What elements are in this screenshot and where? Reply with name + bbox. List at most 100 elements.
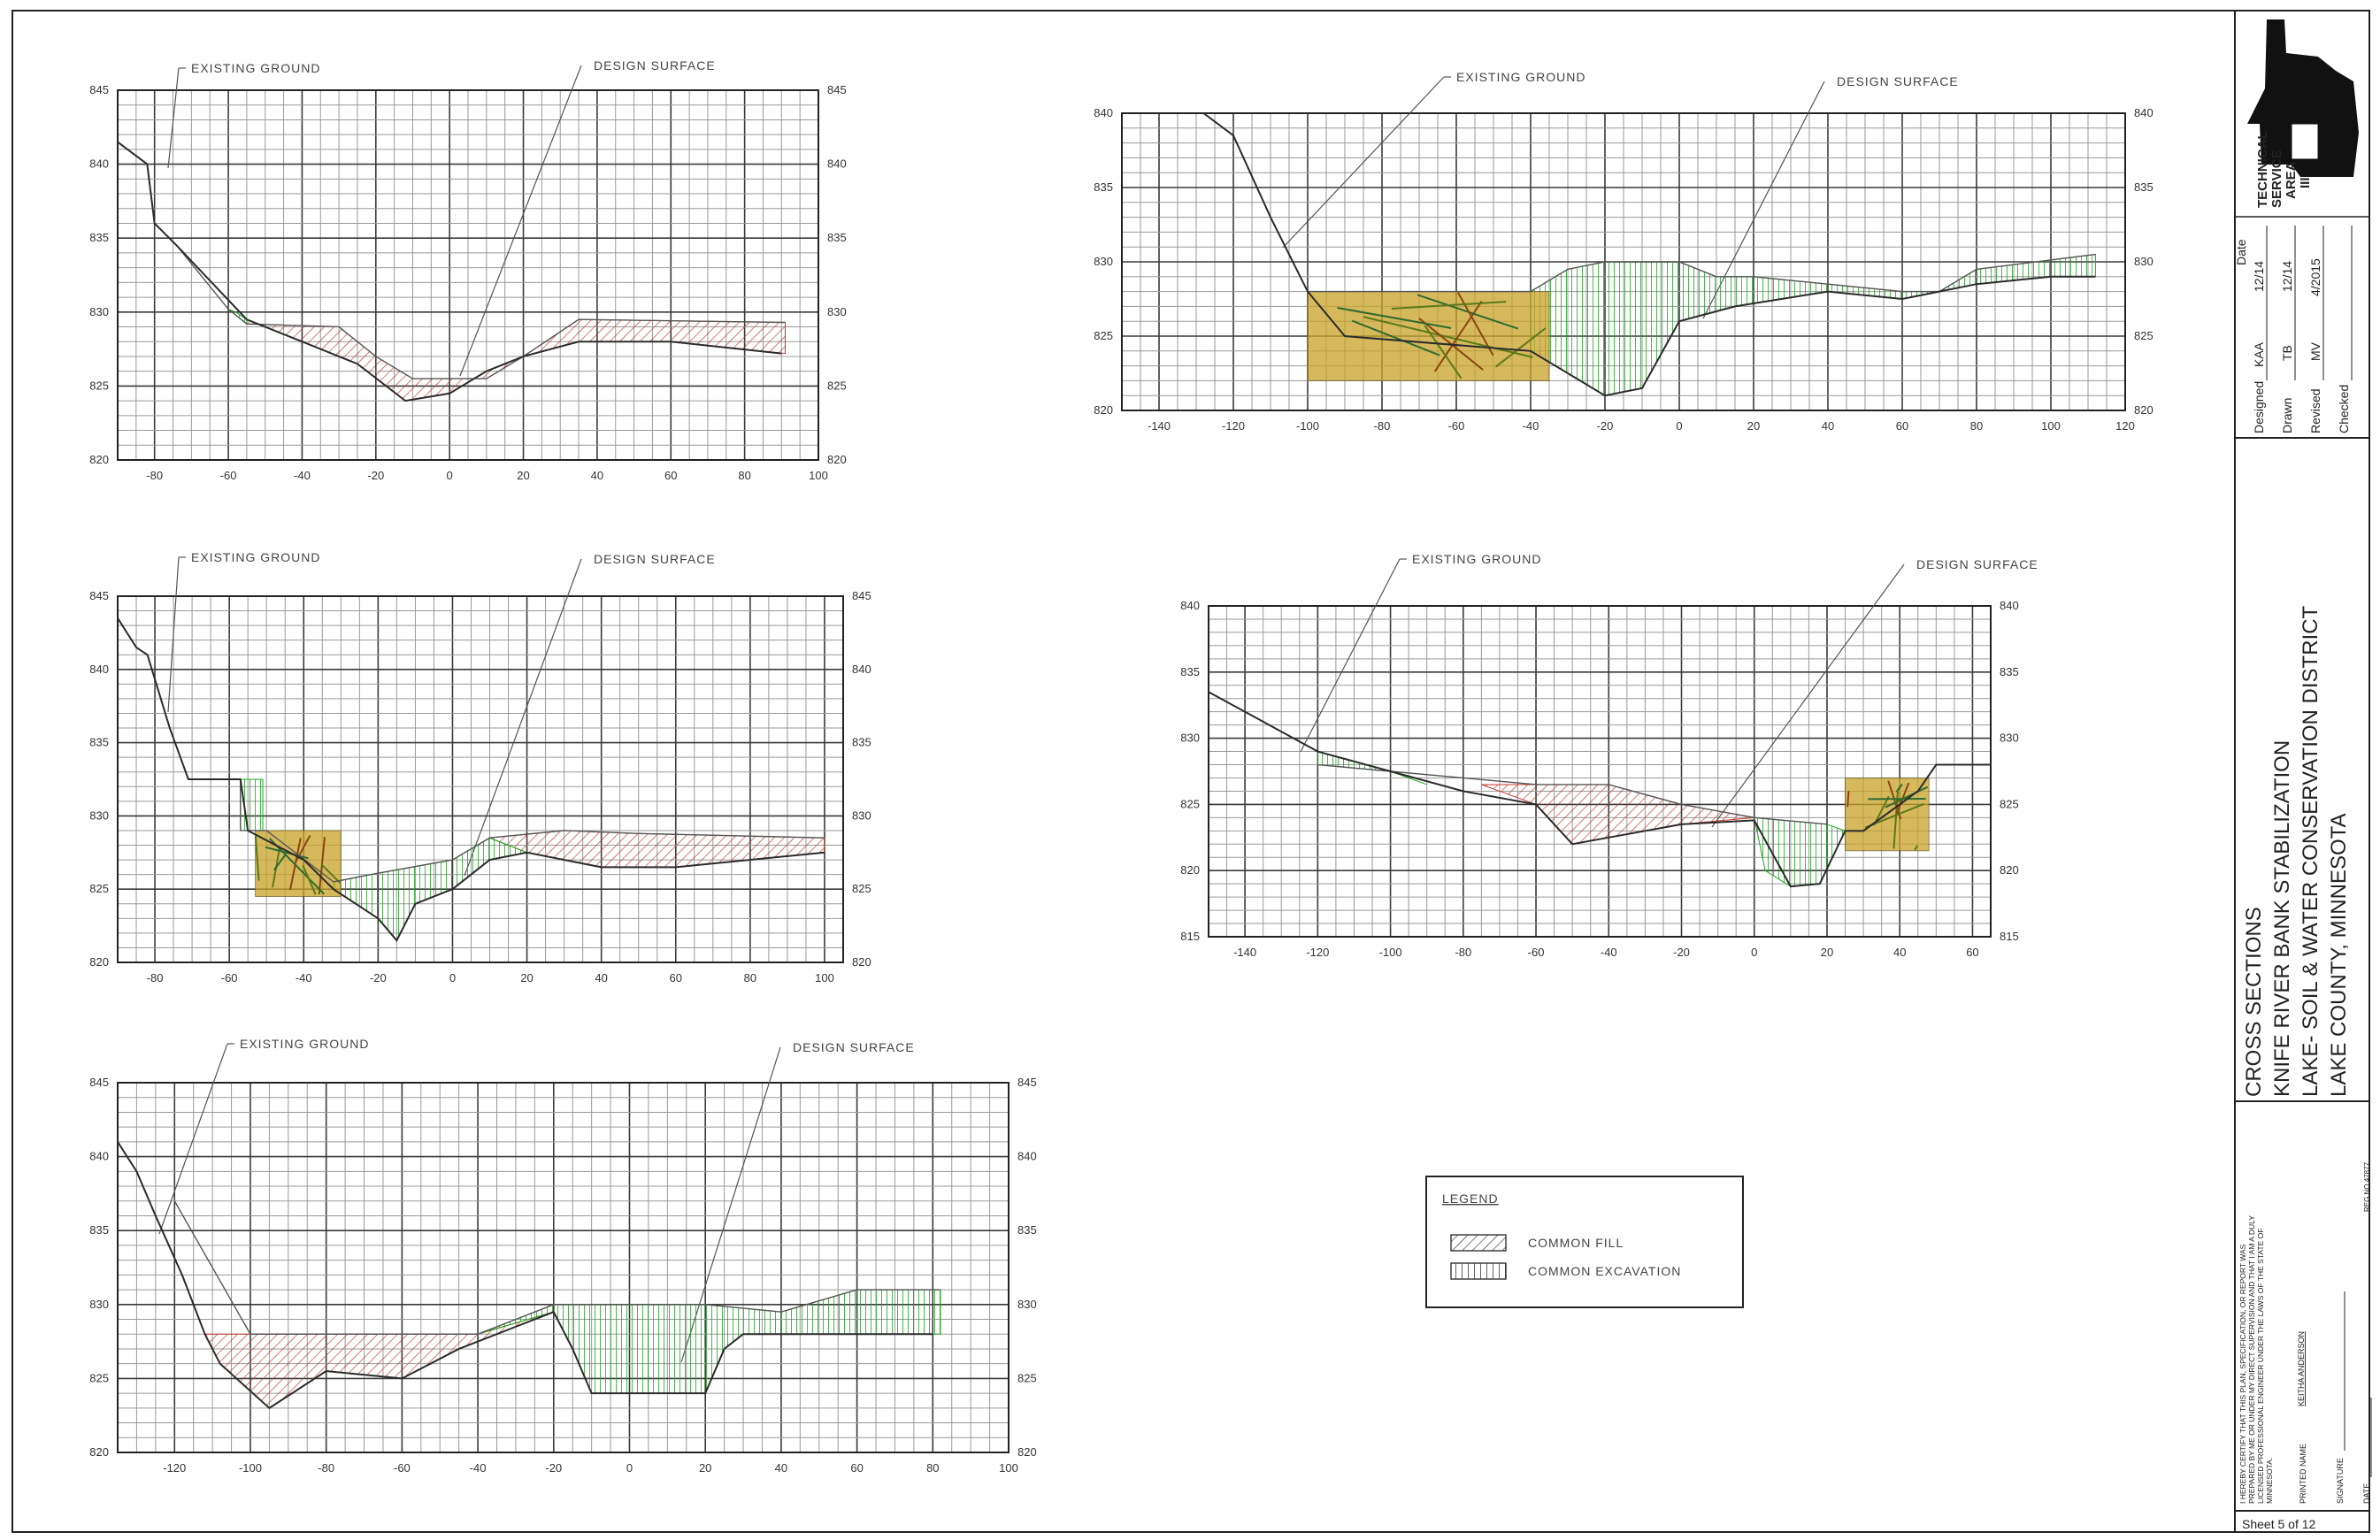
printed-name: KEITHA ANDERSON bbox=[2297, 1331, 2306, 1406]
x-tick-label: 0 bbox=[1676, 419, 1682, 433]
title-line-2: KNIFE RIVER BANK STABILIZATION bbox=[2270, 740, 2294, 1097]
y-tick-label-right: 835 bbox=[827, 231, 847, 244]
x-tick-label: -40 bbox=[1601, 946, 1617, 959]
x-tick-label: -60 bbox=[220, 469, 237, 482]
x-tick-label: 0 bbox=[626, 1461, 633, 1475]
y-tick-label-left: 845 bbox=[89, 1076, 109, 1089]
y-tick-label-left: 835 bbox=[89, 231, 109, 244]
y-tick-label-right: 815 bbox=[2000, 930, 2019, 943]
drawn-date: 12/14 bbox=[2280, 261, 2294, 292]
printed-name-label: PRINTED NAME bbox=[2299, 1444, 2307, 1504]
drawn-by: TB bbox=[2280, 345, 2294, 361]
y-tick-label-left: 825 bbox=[1094, 329, 1113, 342]
x-tick-label: 60 bbox=[670, 971, 682, 985]
x-tick-label: -80 bbox=[1455, 946, 1471, 959]
y-tick-label-left: 830 bbox=[89, 305, 109, 318]
checked-label: Checked bbox=[2337, 385, 2351, 433]
y-tick-label-left: 825 bbox=[1180, 797, 1200, 810]
existing-ground-note: EXISTING GROUND bbox=[191, 61, 320, 75]
date-label: DATE bbox=[2362, 1483, 2371, 1504]
legend-excavation-swatch bbox=[1451, 1263, 1506, 1279]
y-tick-label-left: 820 bbox=[1094, 403, 1113, 417]
x-tick-label: -60 bbox=[1448, 419, 1465, 433]
y-tick-label-right: 825 bbox=[827, 379, 847, 392]
y-tick-label-left: 820 bbox=[1180, 863, 1200, 877]
existing-ground-note: EXISTING GROUND bbox=[240, 1037, 369, 1051]
cert-text-1: I HEREBY CERTIFY THAT THIS PLAN, SPECIFI… bbox=[2238, 1244, 2247, 1504]
cert-text-4: MINNESOTA. bbox=[2265, 1458, 2274, 1504]
reg-number: REG NO 47877 bbox=[2363, 1161, 2371, 1212]
x-tick-label: -140 bbox=[1233, 946, 1256, 959]
design-surface-note: DESIGN SURFACE bbox=[594, 552, 716, 566]
y-tick-label-left: 820 bbox=[89, 1445, 109, 1459]
y-tick-label-left: 835 bbox=[1180, 665, 1200, 678]
y-tick-label-right: 845 bbox=[852, 589, 871, 602]
x-tick-label: -40 bbox=[1523, 419, 1539, 433]
x-tick-label: -20 bbox=[367, 469, 384, 482]
design-surface-note: DESIGN SURFACE bbox=[793, 1040, 915, 1054]
x-tick-label: -20 bbox=[1597, 419, 1614, 433]
y-tick-label-left: 830 bbox=[1180, 732, 1200, 745]
date-header: Date bbox=[2234, 239, 2248, 265]
y-tick-label-right: 820 bbox=[1017, 1445, 1037, 1459]
y-tick-label-left: 830 bbox=[1094, 255, 1113, 268]
legend-title: LEGEND bbox=[1442, 1191, 1499, 1206]
x-tick-label: 60 bbox=[1966, 946, 1978, 959]
y-tick-label-left: 815 bbox=[1180, 930, 1200, 943]
y-tick-label-right: 820 bbox=[827, 453, 847, 466]
y-tick-label-right: 840 bbox=[2134, 106, 2154, 119]
x-tick-label: 120 bbox=[2115, 419, 2135, 433]
y-tick-label-left: 825 bbox=[89, 379, 109, 392]
x-tick-label: -60 bbox=[1528, 946, 1545, 959]
x-tick-label: -80 bbox=[147, 971, 164, 985]
revised-label: Revised bbox=[2308, 388, 2322, 433]
existing-ground-note: EXISTING GROUND bbox=[1412, 552, 1541, 566]
legend-fill-label: COMMON FILL bbox=[1528, 1236, 1624, 1250]
y-tick-label-left: 820 bbox=[89, 453, 109, 466]
x-tick-label: 20 bbox=[1747, 419, 1760, 433]
x-tick-label: -80 bbox=[318, 1461, 334, 1475]
cert-text-3: LICENSED PROFESSIONAL ENGINEER UNDER THE… bbox=[2256, 1229, 2265, 1504]
y-tick-label-right: 825 bbox=[2134, 329, 2154, 342]
agency-line-2: SERVICE bbox=[2269, 149, 2284, 208]
x-tick-label: 40 bbox=[591, 469, 603, 482]
x-tick-label: 60 bbox=[664, 469, 677, 482]
y-tick-label-left: 845 bbox=[89, 83, 109, 96]
y-tick-label-left: 830 bbox=[89, 808, 109, 822]
design-surface-note: DESIGN SURFACE bbox=[1916, 557, 2038, 571]
y-tick-label-left: 840 bbox=[89, 157, 109, 171]
y-tick-label-right: 825 bbox=[1017, 1371, 1037, 1384]
y-tick-label-right: 820 bbox=[852, 955, 871, 969]
y-tick-label-right: 840 bbox=[2000, 599, 2019, 612]
y-tick-label-left: 835 bbox=[1094, 180, 1113, 194]
legend-excavation-label: COMMON EXCAVATION bbox=[1528, 1264, 1681, 1278]
y-tick-label-right: 820 bbox=[2134, 403, 2154, 417]
y-tick-label-right: 825 bbox=[2000, 797, 2019, 810]
x-tick-label: -60 bbox=[221, 971, 238, 985]
x-tick-label: 20 bbox=[517, 469, 529, 482]
title-line-4: LAKE COUNTY, MINNESOTA bbox=[2327, 813, 2351, 1097]
signature-label: SIGNATURE bbox=[2336, 1458, 2345, 1504]
agency-line-1: TECHNICAL bbox=[2255, 131, 2270, 208]
x-tick-label: 80 bbox=[738, 469, 750, 482]
x-tick-label: 0 bbox=[1751, 946, 1757, 959]
x-tick-label: 80 bbox=[926, 1461, 939, 1475]
agency-line-3: AREA bbox=[2284, 161, 2299, 199]
designed-date: 12/14 bbox=[2252, 261, 2266, 292]
y-tick-label-right: 830 bbox=[827, 305, 847, 318]
x-tick-label: -100 bbox=[1379, 946, 1402, 959]
x-tick-label: 0 bbox=[447, 469, 453, 482]
sheet-number: Sheet 5 of 12 bbox=[2242, 1517, 2316, 1531]
revised-by: MV bbox=[2308, 341, 2322, 361]
x-tick-label: -40 bbox=[296, 971, 312, 985]
y-tick-label-right: 830 bbox=[2000, 732, 2019, 745]
y-tick-label-left: 825 bbox=[89, 1371, 109, 1384]
x-tick-label: 20 bbox=[1821, 946, 1833, 959]
x-tick-label: 40 bbox=[595, 971, 607, 985]
x-tick-label: 60 bbox=[1896, 419, 1908, 433]
y-tick-label-left: 840 bbox=[1094, 106, 1113, 119]
existing-ground-note: EXISTING GROUND bbox=[1456, 70, 1585, 84]
y-tick-label-right: 840 bbox=[852, 663, 871, 676]
x-tick-label: 100 bbox=[2041, 419, 2061, 433]
y-tick-label-left: 835 bbox=[89, 736, 109, 749]
